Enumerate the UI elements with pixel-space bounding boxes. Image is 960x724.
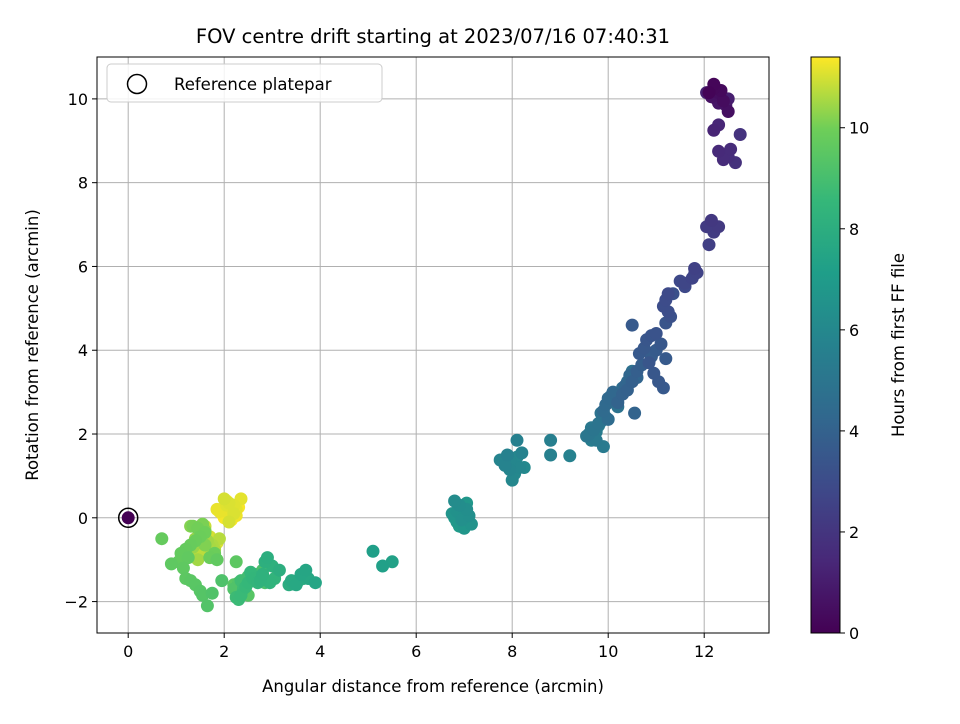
scatter-point bbox=[260, 551, 274, 565]
scatter-point bbox=[659, 352, 673, 366]
scatter-point bbox=[210, 553, 224, 567]
scatter-point bbox=[721, 105, 735, 118]
scatter-point bbox=[563, 449, 577, 463]
scatter-point bbox=[625, 318, 639, 332]
y-tick-label: 4 bbox=[78, 341, 88, 360]
x-tick-label: 2 bbox=[219, 642, 229, 661]
scatter-point bbox=[217, 492, 231, 506]
scatter-point bbox=[647, 366, 661, 380]
scatter-point bbox=[642, 356, 656, 370]
scatter-point bbox=[649, 327, 663, 340]
legend-marker-icon bbox=[126, 73, 148, 95]
scatter-point bbox=[702, 86, 716, 100]
scatter-point bbox=[308, 576, 322, 590]
colorbar bbox=[810, 56, 841, 634]
scatter-point bbox=[712, 144, 726, 158]
scatter-point bbox=[366, 544, 380, 558]
scatter-point bbox=[733, 128, 747, 141]
y-tick-label: 2 bbox=[78, 425, 88, 444]
legend-box bbox=[106, 63, 383, 103]
y-tick-label: 8 bbox=[78, 174, 88, 193]
scatter-point bbox=[702, 238, 716, 252]
x-tick-label: 4 bbox=[315, 642, 325, 661]
x-tick-label: 8 bbox=[507, 642, 517, 661]
y-axis-ticks: −2 0 2 4 6 8 10 bbox=[64, 90, 97, 612]
colorbar-tick-label: 10 bbox=[849, 119, 869, 138]
scatter-point bbox=[272, 563, 286, 577]
scatter-point bbox=[215, 574, 229, 588]
scatter-point bbox=[505, 473, 519, 487]
scatter-point bbox=[205, 586, 219, 600]
scatter-point bbox=[299, 563, 313, 577]
y-tick-label: 10 bbox=[68, 90, 88, 109]
x-tick-label: 12 bbox=[694, 642, 714, 661]
colorbar-label: Hours from first FF file bbox=[889, 253, 908, 437]
x-tick-label: 6 bbox=[411, 642, 421, 661]
scatter-point bbox=[498, 458, 512, 472]
scatter-point bbox=[155, 532, 169, 546]
y-tick-label: −2 bbox=[64, 593, 88, 612]
y-tick-label: 6 bbox=[78, 257, 88, 276]
grid bbox=[97, 57, 769, 633]
scatter-point bbox=[500, 448, 514, 462]
scatter-point bbox=[181, 551, 195, 565]
scatter-point bbox=[661, 287, 675, 301]
scatter-point bbox=[176, 561, 190, 575]
colorbar-tick-label: 6 bbox=[849, 321, 859, 340]
scatter-point bbox=[256, 567, 270, 581]
scatter-points bbox=[155, 77, 747, 613]
colorbar-tick-label: 0 bbox=[849, 624, 859, 643]
scatter-point bbox=[376, 559, 390, 573]
chart-title: FOV centre drift starting at 2023/07/16 … bbox=[196, 25, 670, 48]
x-axis-ticks: 0 2 4 6 8 10 12 bbox=[123, 633, 714, 661]
scatter-point bbox=[707, 123, 721, 137]
scatter-point bbox=[289, 578, 303, 592]
scatter-point bbox=[704, 213, 718, 227]
colorbar-ticks: 0 2 4 6 8 10 bbox=[840, 119, 869, 643]
y-tick-label: 0 bbox=[78, 509, 88, 528]
scatter-point bbox=[716, 94, 730, 108]
x-tick-label: 0 bbox=[123, 642, 133, 661]
scatter-point bbox=[222, 515, 236, 529]
scatter-point bbox=[625, 375, 639, 389]
x-axis-label: Angular distance from reference (arcmin) bbox=[262, 677, 604, 696]
scatter-point bbox=[229, 555, 243, 569]
reference-point bbox=[121, 511, 135, 525]
scatter-point bbox=[688, 262, 702, 275]
scatter-point bbox=[654, 337, 668, 351]
x-tick-label: 10 bbox=[598, 642, 618, 661]
plot-frame bbox=[96, 56, 770, 634]
reference-marker bbox=[117, 507, 139, 529]
legend: Reference platepar bbox=[106, 63, 383, 103]
legend-entry-label: Reference platepar bbox=[174, 75, 332, 94]
reference-ring bbox=[117, 507, 139, 529]
scatter-point bbox=[544, 448, 558, 462]
scatter-point bbox=[164, 557, 178, 571]
scatter-point bbox=[510, 433, 524, 447]
scatter-point bbox=[448, 494, 462, 508]
colorbar-tick-label: 2 bbox=[849, 523, 859, 542]
colorbar-tick-label: 8 bbox=[849, 220, 859, 239]
scatter-point bbox=[628, 406, 642, 420]
scatter-point bbox=[200, 599, 214, 613]
scatter-point bbox=[724, 142, 738, 156]
scatter-point bbox=[544, 433, 558, 447]
scatter-point bbox=[515, 446, 529, 460]
y-axis-label: Rotation from reference (arcmin) bbox=[23, 209, 42, 481]
colorbar-tick-label: 4 bbox=[849, 422, 859, 441]
